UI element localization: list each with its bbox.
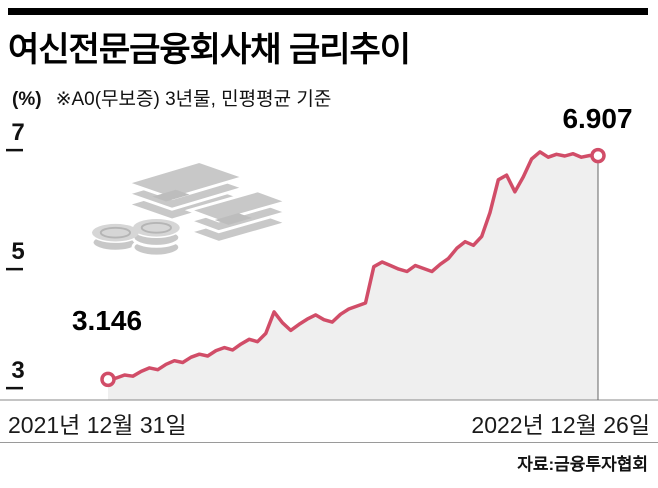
chart-subtitle: ※A0(무보증) 3년물, 민평평균 기준 [55, 89, 332, 110]
start-point-marker [100, 371, 116, 388]
y-tick-label: 5 [11, 238, 24, 265]
end-value-label: 6.907 [562, 103, 633, 134]
series-area-fill [108, 151, 598, 400]
series-line [106, 150, 600, 382]
chart-subtitle-row: (%) ※A0(무보증) 3년물, 민평평균 기준 [12, 84, 331, 111]
title-top-rule [8, 8, 648, 15]
x-axis-end-date: 2022년 12월 26일 [471, 412, 650, 438]
money-stack-icon [90, 159, 292, 258]
rate-line-chart: 3 5 7 [0, 119, 658, 401]
page-title: 여신전문금융회사채 금리추이 [8, 31, 411, 69]
y-tick-label: 7 [11, 119, 24, 146]
footer-divider [0, 442, 658, 443]
x-axis-start-date: 2021년 12월 31일 [8, 412, 187, 438]
source-credit: 자료:금융투자협회 [517, 455, 648, 474]
end-point-marker [590, 147, 606, 164]
y-tick-label: 3 [11, 357, 24, 384]
start-value-label: 3.146 [71, 305, 143, 336]
unit-label: (%) [12, 89, 42, 110]
